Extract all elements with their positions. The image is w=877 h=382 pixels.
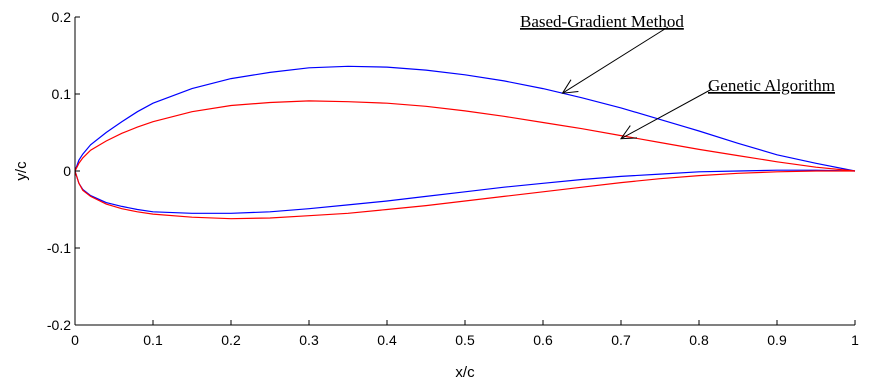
y-tick-label: 0.2	[52, 9, 72, 25]
x-tick-label: 0.4	[377, 332, 397, 348]
series-0-lower-line	[74, 169, 856, 214]
annotation-0-leader	[562, 26, 669, 94]
x-tick-label: 0.9	[767, 332, 787, 348]
x-tick-label: 0.6	[533, 332, 553, 348]
y-tick-label: -0.2	[47, 317, 71, 333]
axes-layer: 0 0.1 0.2 0.3 0.4 0.5 0.6 0.7 0.8 0.9 1 0.2 0.1 0 -0.1…	[47, 9, 859, 348]
x-tick-label: 0	[71, 332, 79, 348]
x-tick-label: 0.2	[221, 332, 241, 348]
x-tick-label: 1	[851, 332, 859, 348]
annotation-1-arrowhead	[619, 125, 638, 140]
series-layer	[74, 65, 856, 220]
x-tick-label: 0.1	[143, 332, 163, 348]
series-1-upper-line	[74, 100, 856, 172]
annotation-based-gradient: Based-Gradient Method	[520, 12, 684, 31]
y-tick-label: -0.1	[47, 240, 71, 256]
y-axis-label: y/c	[13, 161, 30, 181]
x-tick-label: 0.7	[611, 332, 631, 348]
y-tick-label: 0.1	[52, 86, 72, 102]
series-0-upper-line	[74, 65, 856, 172]
x-axis-label: x/c	[455, 364, 475, 381]
x-tick-label: 0.8	[689, 332, 709, 348]
x-tick-label: 0.5	[455, 332, 475, 348]
y-tick-label: 0	[63, 163, 71, 179]
annotation-1-leader	[620, 88, 713, 140]
x-tick-label: 0.3	[299, 332, 319, 348]
annotation-genetic-algorithm: Genetic Algorithm	[708, 76, 835, 95]
annotation-0-arrowhead	[561, 79, 579, 94]
annotation-layer: Based-Gradient Method Genetic Algorithm	[520, 12, 835, 140]
series-1-lower-line	[74, 170, 855, 220]
